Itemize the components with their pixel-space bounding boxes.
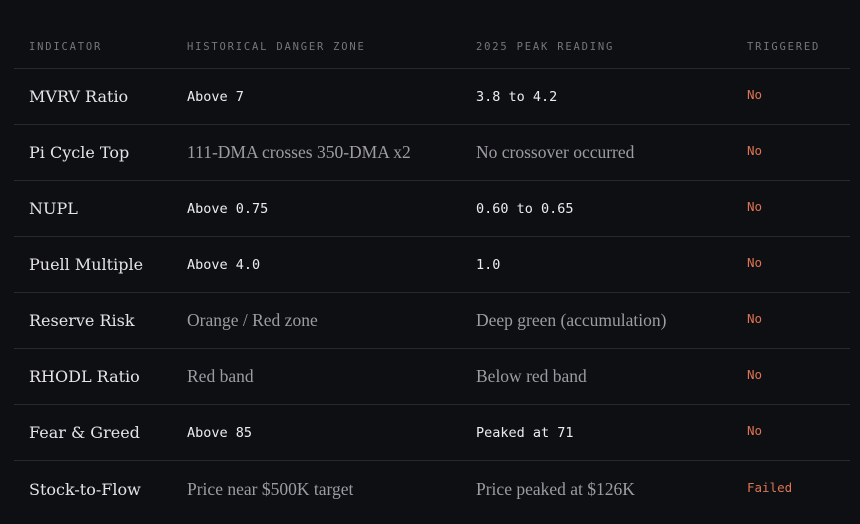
indicator: NUPL bbox=[29, 199, 78, 218]
header-cell: HISTORICAL DANGER ZONE bbox=[187, 41, 366, 53]
peak-reading: No crossover occurred bbox=[476, 142, 635, 162]
row: MVRV Ratio Above 7 3.8 to 4.2 No bbox=[14, 69, 850, 125]
header-cell: 2025 PEAK READING bbox=[476, 41, 615, 53]
danger-zone: Above 4.0 bbox=[187, 256, 261, 273]
row: NUPL Above 0.75 0.60 to 0.65 No bbox=[14, 181, 850, 237]
peak-reading: 1.0 bbox=[476, 256, 501, 273]
indicator: Fear & Greed bbox=[29, 423, 140, 442]
indicator: Stock-to-Flow bbox=[29, 479, 141, 499]
table: INDICATOR HISTORICAL DANGER ZONE 2025 PE… bbox=[14, 34, 850, 517]
triggered: No bbox=[747, 87, 763, 102]
row: Stock-to-Flow Price near $500K target Pr… bbox=[14, 461, 850, 517]
row: RHODL Ratio Red band Below red band No bbox=[14, 349, 850, 405]
triggered: No bbox=[747, 367, 763, 382]
header-cell: TRIGGERED bbox=[747, 41, 821, 53]
peak-reading: 3.8 to 4.2 bbox=[476, 88, 558, 105]
row: Puell Multiple Above 4.0 1.0 No bbox=[14, 237, 850, 293]
peak-reading: Below red band bbox=[476, 366, 587, 386]
peak-reading: Peaked at 71 bbox=[476, 424, 574, 441]
danger-zone: Orange / Red zone bbox=[187, 310, 318, 330]
triggered: Failed bbox=[747, 479, 793, 495]
danger-zone: Price near $500K target bbox=[187, 478, 354, 499]
triggered: No bbox=[747, 143, 763, 158]
triggered: No bbox=[747, 423, 763, 438]
danger-zone: Red band bbox=[187, 366, 254, 386]
danger-zone: Above 0.75 bbox=[187, 200, 269, 217]
danger-zone: Above 7 bbox=[187, 88, 244, 105]
indicator: Puell Multiple bbox=[29, 255, 144, 274]
row: Reserve Risk Orange / Red zone Deep gree… bbox=[14, 293, 850, 349]
indicator: Pi Cycle Top bbox=[29, 143, 130, 162]
danger-zone: Above 85 bbox=[187, 424, 253, 441]
header-cell: INDICATOR bbox=[29, 41, 103, 53]
row: Pi Cycle Top 111-DMA crosses 350-DMA x2 … bbox=[14, 125, 850, 181]
row: Fear & Greed Above 85 Peaked at 71 No bbox=[14, 405, 850, 461]
indicator: MVRV Ratio bbox=[29, 87, 129, 106]
danger-zone: 111-DMA crosses 350-DMA x2 bbox=[187, 142, 411, 162]
triggered: No bbox=[747, 255, 763, 270]
indicator: Reserve Risk bbox=[29, 311, 135, 330]
peak-reading: Deep green (accumulation) bbox=[476, 310, 667, 330]
triggered: No bbox=[747, 199, 763, 214]
triggered: No bbox=[747, 311, 763, 326]
peak-reading: Price peaked at $126K bbox=[476, 478, 635, 499]
header-row: INDICATOR HISTORICAL DANGER ZONE 2025 PE… bbox=[14, 34, 850, 69]
indicator: RHODL Ratio bbox=[29, 367, 140, 386]
peak-reading: 0.60 to 0.65 bbox=[476, 200, 574, 217]
